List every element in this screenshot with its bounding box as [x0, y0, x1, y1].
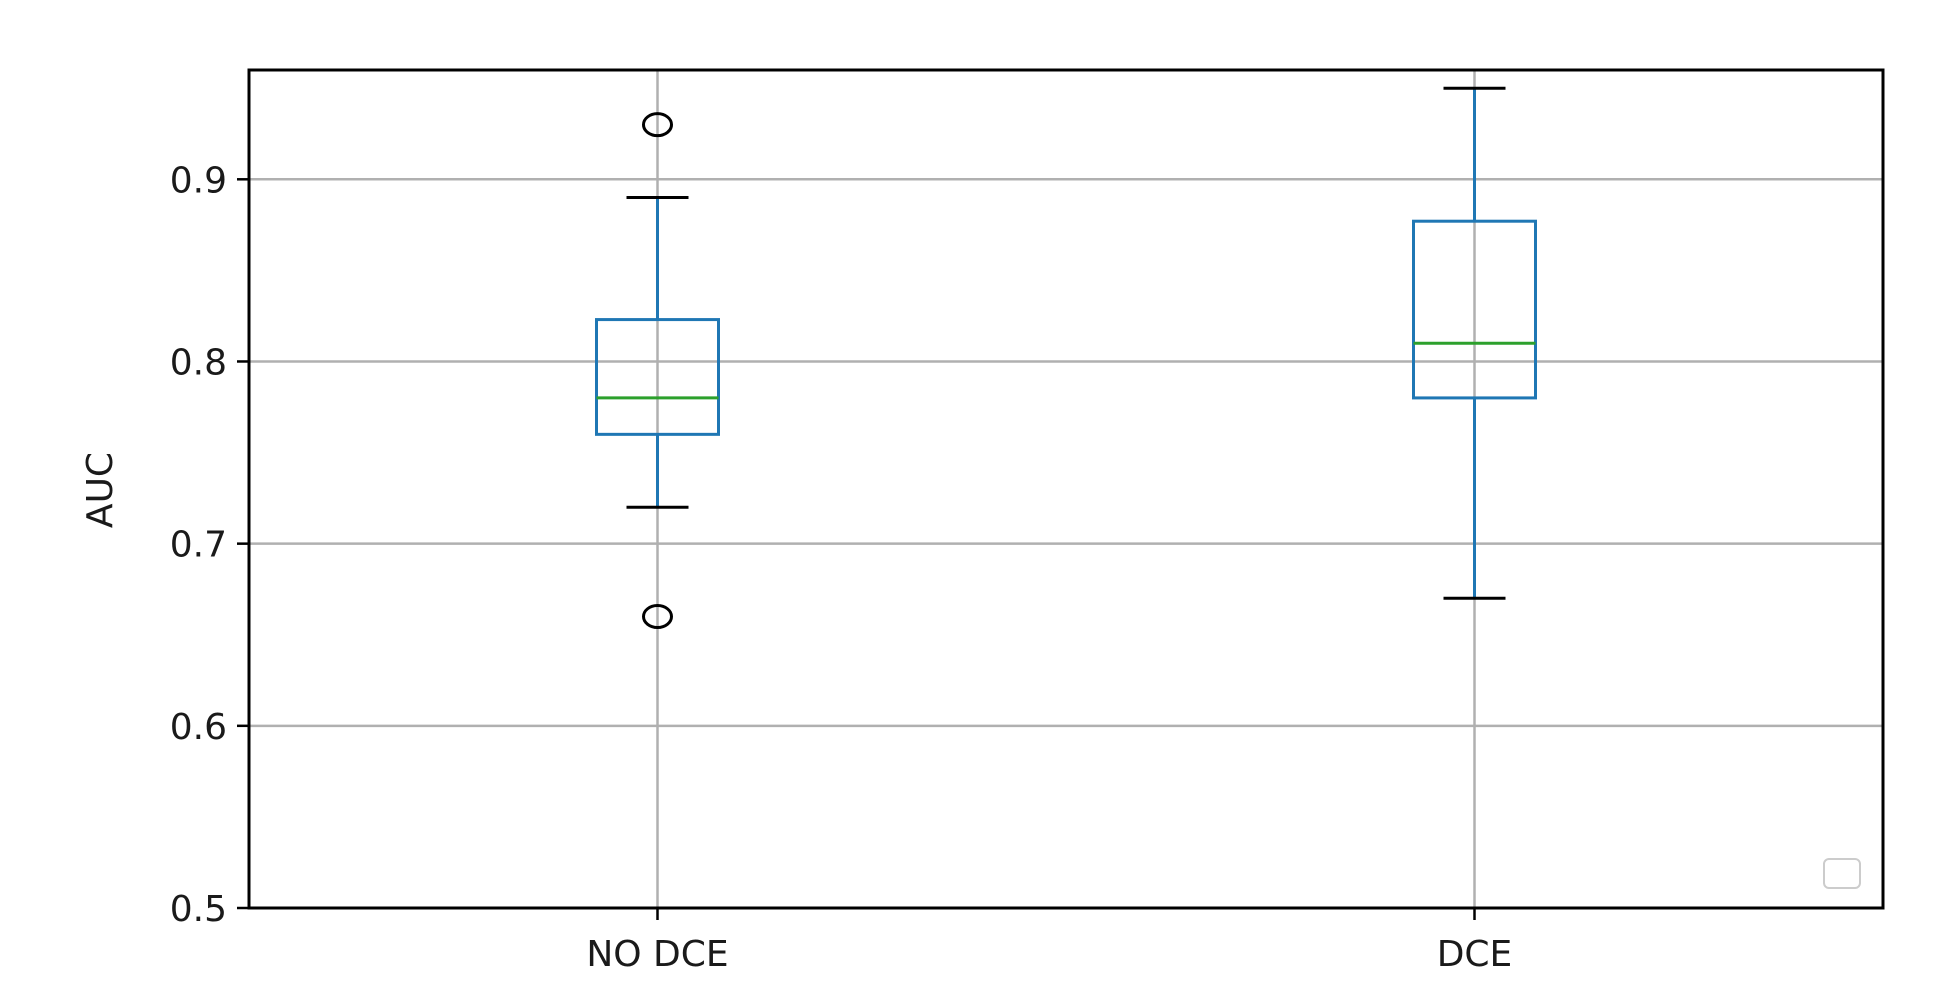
- legend-box: [1823, 858, 1861, 889]
- box-layer: [595, 86, 1537, 630]
- grid-layer: [249, 70, 1883, 910]
- outlier-point: [642, 604, 673, 630]
- y-axis-label: AUC: [80, 452, 121, 528]
- box-group: [595, 112, 720, 630]
- iqr-box: [1412, 219, 1537, 400]
- y-tick-label: 0.6: [170, 707, 227, 748]
- outlier-point: [642, 112, 673, 138]
- y-tick-label: 0.7: [170, 525, 227, 566]
- y-tick-label: 0.5: [170, 889, 227, 930]
- x-tick-label: DCE: [1437, 934, 1513, 975]
- box-group: [1412, 86, 1537, 600]
- y-tick-label: 0.9: [170, 160, 227, 201]
- iqr-box: [595, 318, 720, 436]
- x-tick-label: NO DCE: [586, 934, 728, 975]
- tick-layer: 0.5 0.6 0.7 0.8 0.9 NO DCE DCE: [170, 160, 1513, 975]
- plot-frame: [247, 68, 1885, 910]
- y-tick-label: 0.8: [170, 342, 227, 383]
